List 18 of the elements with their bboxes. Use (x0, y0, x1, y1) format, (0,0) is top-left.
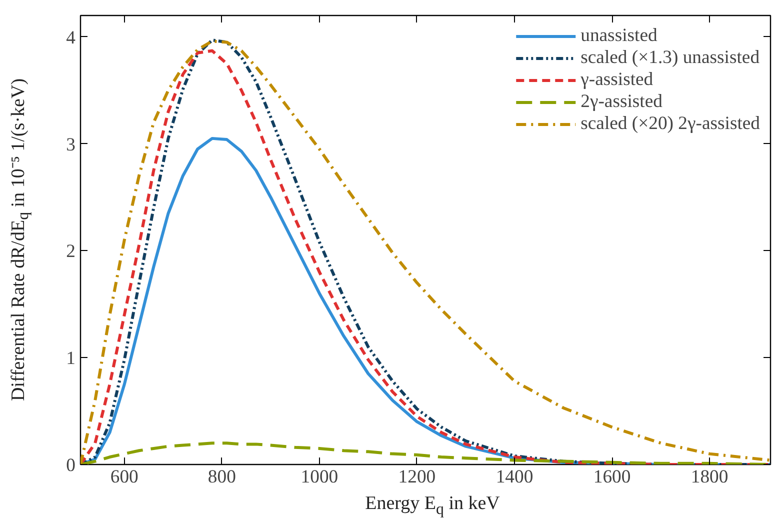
x-tick-label: 1600 (593, 466, 631, 488)
x-tick-label: 1800 (690, 466, 728, 488)
y-tick-label: 4 (66, 27, 76, 48)
x-axis-title: Energy E$_{q}$ in keV (365, 492, 500, 520)
x-tick-label: 1000 (300, 466, 338, 488)
legend-label: unassisted (580, 25, 658, 47)
legend-label: γ-assisted (580, 69, 654, 91)
y-tick-label: 2 (66, 241, 76, 262)
y-tick-label: 1 (66, 348, 76, 370)
x-tick-label: 1200 (398, 466, 436, 488)
x-tick-label: 600 (110, 466, 138, 488)
y-tick-label: 3 (66, 134, 76, 156)
legend-label: scaled (×1.3) unassisted (580, 47, 760, 69)
x-tick-label: 1400 (496, 466, 534, 488)
y-tick-label: 0 (66, 455, 76, 476)
legend-label: scaled (×20) 2γ-assisted (580, 113, 760, 135)
legend-label: 2γ-assisted (580, 91, 662, 113)
x-tick-label: 800 (208, 466, 236, 488)
